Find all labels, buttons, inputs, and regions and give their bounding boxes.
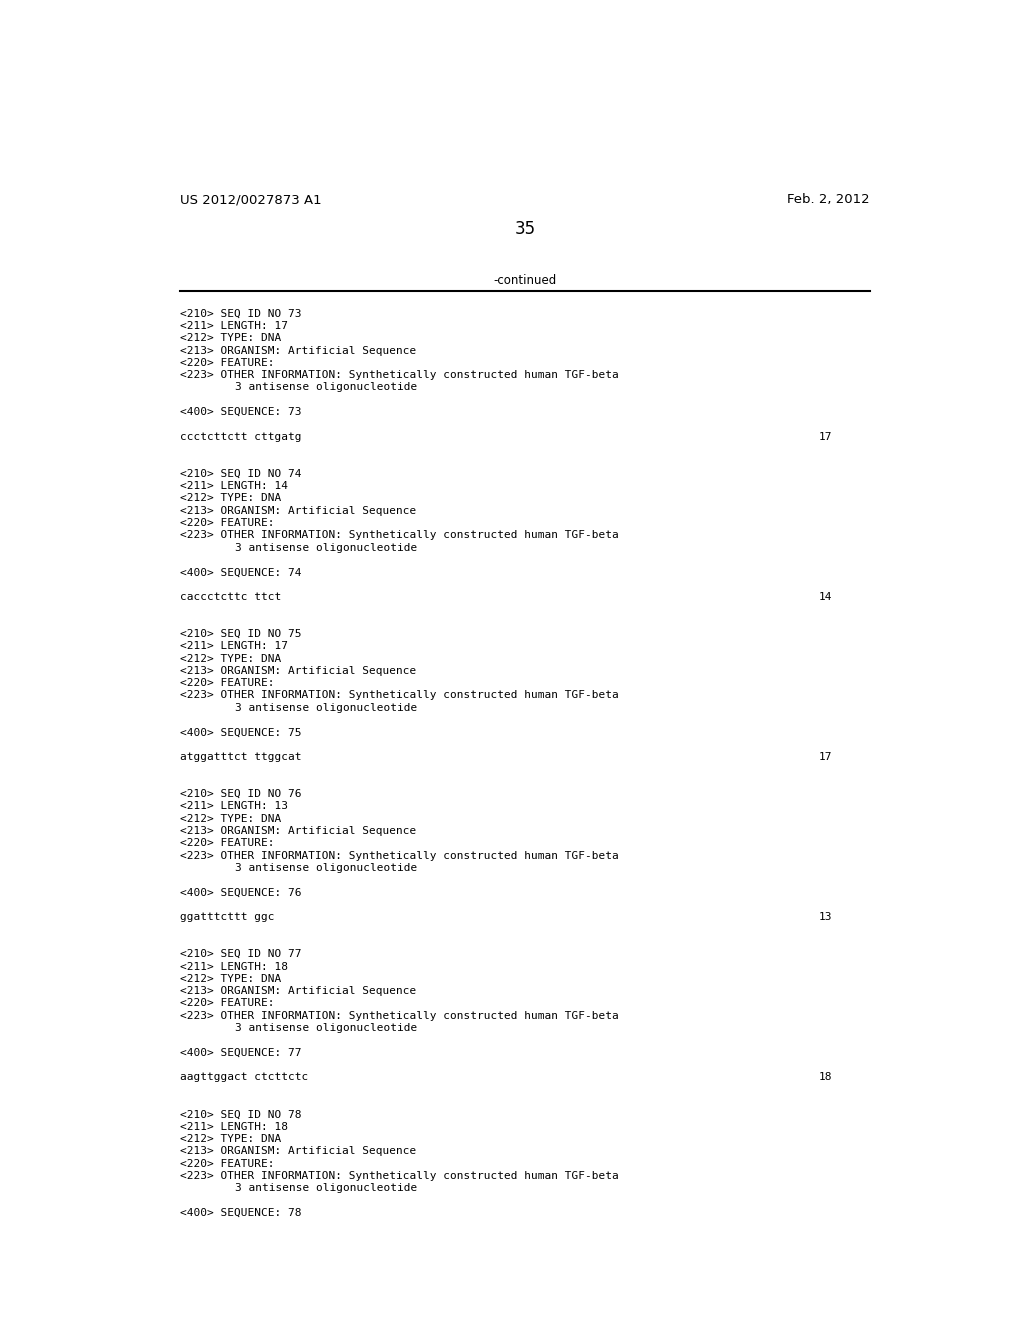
Text: <212> TYPE: DNA: <212> TYPE: DNA <box>179 813 281 824</box>
Text: 13: 13 <box>818 912 831 923</box>
Text: <211> LENGTH: 18: <211> LENGTH: 18 <box>179 961 288 972</box>
Text: <211> LENGTH: 17: <211> LENGTH: 17 <box>179 642 288 651</box>
Text: <220> FEATURE:: <220> FEATURE: <box>179 838 274 849</box>
Text: 3 antisense oligonucleotide: 3 antisense oligonucleotide <box>236 543 418 553</box>
Text: <223> OTHER INFORMATION: Synthetically constructed human TGF-beta: <223> OTHER INFORMATION: Synthetically c… <box>179 1171 618 1181</box>
Text: <223> OTHER INFORMATION: Synthetically constructed human TGF-beta: <223> OTHER INFORMATION: Synthetically c… <box>179 850 618 861</box>
Text: <212> TYPE: DNA: <212> TYPE: DNA <box>179 333 281 343</box>
Text: US 2012/0027873 A1: US 2012/0027873 A1 <box>179 193 322 206</box>
Text: <220> FEATURE:: <220> FEATURE: <box>179 358 274 368</box>
Text: <213> ORGANISM: Artificial Sequence: <213> ORGANISM: Artificial Sequence <box>179 506 416 516</box>
Text: <223> OTHER INFORMATION: Synthetically constructed human TGF-beta: <223> OTHER INFORMATION: Synthetically c… <box>179 370 618 380</box>
Text: 35: 35 <box>514 220 536 238</box>
Text: <210> SEQ ID NO 77: <210> SEQ ID NO 77 <box>179 949 301 960</box>
Text: atggatttct ttggcat: atggatttct ttggcat <box>179 752 301 762</box>
Text: <212> TYPE: DNA: <212> TYPE: DNA <box>179 653 281 664</box>
Text: 3 antisense oligonucleotide: 3 antisense oligonucleotide <box>236 1183 418 1193</box>
Text: <211> LENGTH: 13: <211> LENGTH: 13 <box>179 801 288 812</box>
Text: <210> SEQ ID NO 73: <210> SEQ ID NO 73 <box>179 309 301 318</box>
Text: ccctcttctt cttgatg: ccctcttctt cttgatg <box>179 432 301 442</box>
Text: -continued: -continued <box>494 275 556 286</box>
Text: <213> ORGANISM: Artificial Sequence: <213> ORGANISM: Artificial Sequence <box>179 826 416 836</box>
Text: <223> OTHER INFORMATION: Synthetically constructed human TGF-beta: <223> OTHER INFORMATION: Synthetically c… <box>179 690 618 701</box>
Text: 18: 18 <box>818 1072 831 1082</box>
Text: <400> SEQUENCE: 73: <400> SEQUENCE: 73 <box>179 407 301 417</box>
Text: 3 antisense oligonucleotide: 3 antisense oligonucleotide <box>236 383 418 392</box>
Text: 17: 17 <box>818 432 831 442</box>
Text: <220> FEATURE:: <220> FEATURE: <box>179 517 274 528</box>
Text: <213> ORGANISM: Artificial Sequence: <213> ORGANISM: Artificial Sequence <box>179 986 416 997</box>
Text: aagttggact ctcttctc: aagttggact ctcttctc <box>179 1072 308 1082</box>
Text: <400> SEQUENCE: 78: <400> SEQUENCE: 78 <box>179 1208 301 1218</box>
Text: 3 antisense oligonucleotide: 3 antisense oligonucleotide <box>236 1023 418 1034</box>
Text: <213> ORGANISM: Artificial Sequence: <213> ORGANISM: Artificial Sequence <box>179 346 416 355</box>
Text: <212> TYPE: DNA: <212> TYPE: DNA <box>179 494 281 503</box>
Text: <223> OTHER INFORMATION: Synthetically constructed human TGF-beta: <223> OTHER INFORMATION: Synthetically c… <box>179 1011 618 1020</box>
Text: 3 antisense oligonucleotide: 3 antisense oligonucleotide <box>236 863 418 873</box>
Text: <220> FEATURE:: <220> FEATURE: <box>179 678 274 688</box>
Text: <210> SEQ ID NO 74: <210> SEQ ID NO 74 <box>179 469 301 479</box>
Text: <223> OTHER INFORMATION: Synthetically constructed human TGF-beta: <223> OTHER INFORMATION: Synthetically c… <box>179 531 618 540</box>
Text: <220> FEATURE:: <220> FEATURE: <box>179 998 274 1008</box>
Text: <210> SEQ ID NO 78: <210> SEQ ID NO 78 <box>179 1109 301 1119</box>
Text: <213> ORGANISM: Artificial Sequence: <213> ORGANISM: Artificial Sequence <box>179 665 416 676</box>
Text: <212> TYPE: DNA: <212> TYPE: DNA <box>179 974 281 983</box>
Text: <210> SEQ ID NO 76: <210> SEQ ID NO 76 <box>179 789 301 799</box>
Text: <400> SEQUENCE: 74: <400> SEQUENCE: 74 <box>179 568 301 577</box>
Text: <211> LENGTH: 17: <211> LENGTH: 17 <box>179 321 288 331</box>
Text: <400> SEQUENCE: 77: <400> SEQUENCE: 77 <box>179 1048 301 1057</box>
Text: Feb. 2, 2012: Feb. 2, 2012 <box>787 193 870 206</box>
Text: ggatttcttt ggc: ggatttcttt ggc <box>179 912 274 923</box>
Text: <400> SEQUENCE: 75: <400> SEQUENCE: 75 <box>179 727 301 738</box>
Text: <211> LENGTH: 18: <211> LENGTH: 18 <box>179 1122 288 1131</box>
Text: <210> SEQ ID NO 75: <210> SEQ ID NO 75 <box>179 628 301 639</box>
Text: <400> SEQUENCE: 76: <400> SEQUENCE: 76 <box>179 887 301 898</box>
Text: 17: 17 <box>818 752 831 762</box>
Text: <213> ORGANISM: Artificial Sequence: <213> ORGANISM: Artificial Sequence <box>179 1146 416 1156</box>
Text: 14: 14 <box>818 591 831 602</box>
Text: caccctcttc ttct: caccctcttc ttct <box>179 591 281 602</box>
Text: <212> TYPE: DNA: <212> TYPE: DNA <box>179 1134 281 1144</box>
Text: 3 antisense oligonucleotide: 3 antisense oligonucleotide <box>236 702 418 713</box>
Text: <211> LENGTH: 14: <211> LENGTH: 14 <box>179 480 288 491</box>
Text: <220> FEATURE:: <220> FEATURE: <box>179 1159 274 1168</box>
